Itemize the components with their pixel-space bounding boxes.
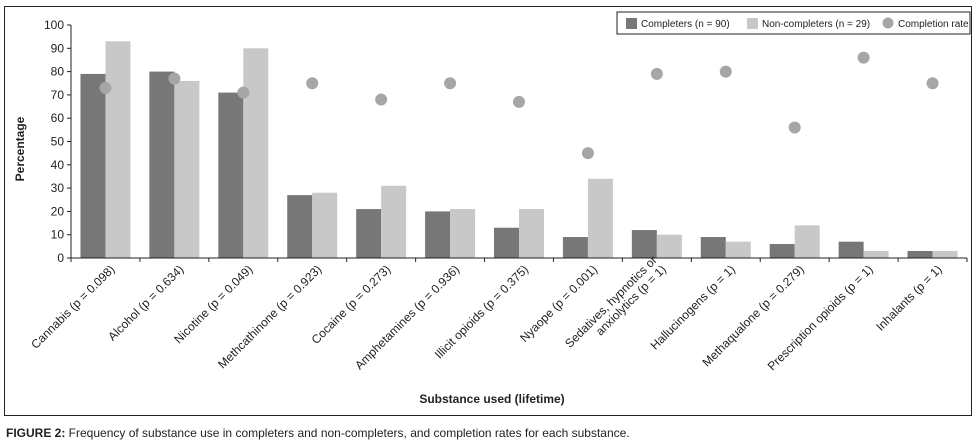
legend-label-completers: Completers (n = 90) [641,19,730,30]
completion-rate-point [444,77,457,90]
y-tick-label: 10 [51,228,65,242]
bar-non-completers [105,41,131,259]
legend-label-non-completers: Non-completers (n = 29) [762,19,870,30]
bar-non-completers [312,192,338,258]
y-tick-label: 30 [51,181,65,195]
bar-non-completers [381,185,407,258]
bar-completers [218,92,244,258]
completion-rate-point [168,72,181,85]
bar-non-completers [587,178,613,258]
bars [80,41,958,259]
completion-rate-point [237,86,250,99]
x-axis-label: Substance used (lifetime) [419,392,564,406]
bar-non-completers [450,209,476,258]
bar-completers [149,71,175,258]
y-tick-label: 90 [51,41,65,55]
y-tick-label: 0 [57,251,64,265]
bar-non-completers [656,234,682,258]
completion-rate-point [581,147,594,160]
completion-rate-point [857,51,870,64]
chart-frame: 0 10 20 30 40 50 60 70 80 90 100 Cannabis (p = 0.0… [4,6,972,416]
legend: Completers (n = 90) Non-completers (n = … [616,11,971,35]
bar-completers [287,195,313,258]
bar-completers [838,241,864,258]
figure-caption: FIGURE 2: Frequency of substance use in … [6,426,630,440]
y-tick-label: 20 [51,204,65,218]
legend-swatch-non-completers [747,18,758,29]
completion-rate-point [513,95,525,108]
y-tick-label: 80 [51,65,65,79]
legend-box [616,11,971,35]
bar-completers [494,227,519,258]
y-axis: 0 10 20 30 40 50 60 70 80 90 100 [44,18,72,265]
bar-non-completers [243,48,269,258]
y-tick-label: 70 [51,88,65,102]
bar-completers [80,73,106,259]
x-tick-label-group: Inhalants (p = 1) [873,262,944,333]
chart-svg: 0 10 20 30 40 50 60 70 80 90 100 Cannabis (p = 0.0… [13,11,971,406]
x-tick-label-group: Alcohol (p = 0.634) [105,262,186,343]
bar-completers [356,209,382,258]
y-tick-label: 60 [51,111,65,125]
bar-completers [425,211,451,258]
legend-marker-completion-rate [882,17,894,29]
completion-rate-point [306,77,319,90]
legend-swatch-completers [626,18,637,29]
bar-non-completers [519,209,544,258]
y-tick-label: 40 [51,158,65,172]
bar-completers [769,244,795,258]
completion-rate-point [719,65,732,78]
completion-rate-points [99,51,939,160]
bar-completers [631,230,657,258]
y-axis-label: Percentage [13,116,27,181]
x-tick-label: Alcohol (p = 0.634) [105,262,186,343]
y-tick-label: 50 [51,135,65,149]
x-tick-label-group: Cannabis (p = 0.098) [28,262,117,351]
x-tick-label: Inhalants (p = 1) [873,262,944,333]
bar-completers [562,237,588,258]
completion-rate-point [926,77,939,90]
bar-completers [700,237,726,258]
bar-non-completers [863,251,889,258]
y-tick-label: 100 [44,18,64,32]
completion-rate-point [99,81,112,94]
bar-non-completers [174,80,200,258]
caption-text: Frequency of substance use in completers… [65,426,630,440]
x-tick-label: Sedatives, hypnotics or [562,253,660,351]
completion-rate-point [650,67,663,80]
x-axis: Cannabis (p = 0.098)Alcohol (p = 0.634)N… [28,253,968,373]
completion-rate-point [375,93,388,106]
x-tick-label: Cannabis (p = 0.098) [28,262,117,351]
bar-non-completers [794,225,820,258]
caption-label: FIGURE 2: [6,426,66,440]
completion-rate-point [788,121,801,134]
bar-completers [907,251,933,258]
bar-non-completers [932,251,958,258]
bar-non-completers [725,241,751,258]
legend-label-completion-rate: Completion rate [898,19,969,30]
